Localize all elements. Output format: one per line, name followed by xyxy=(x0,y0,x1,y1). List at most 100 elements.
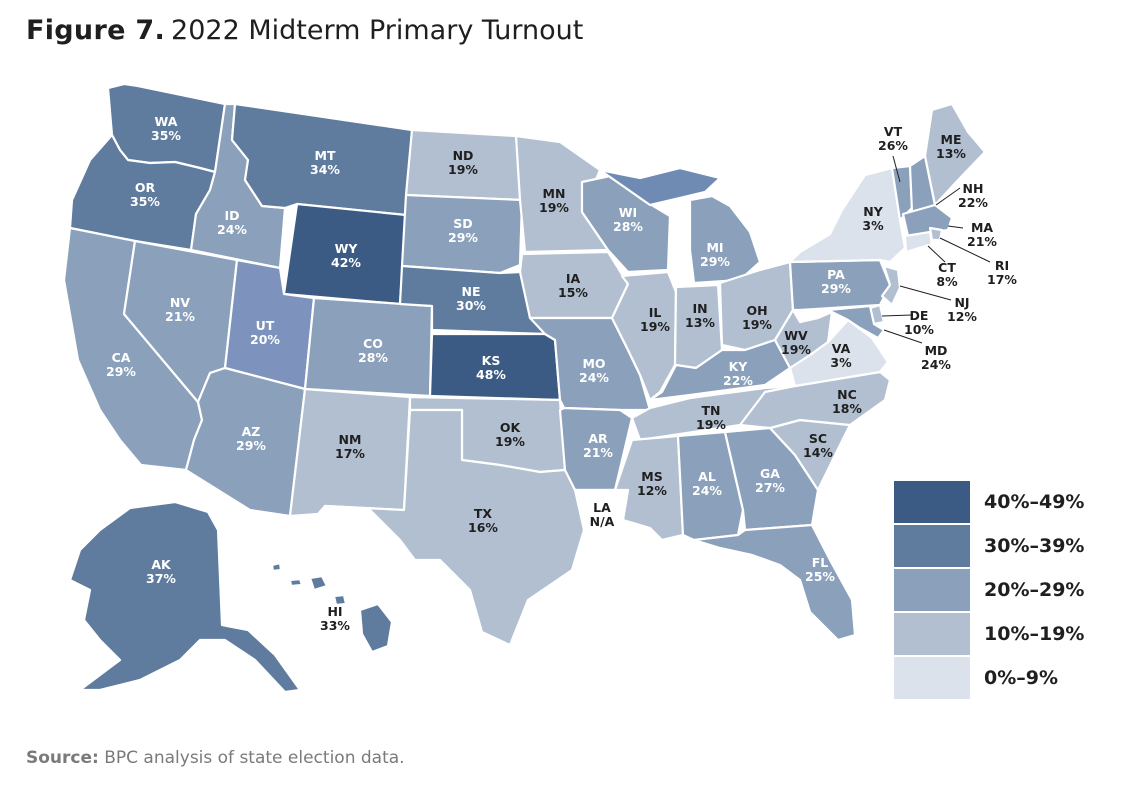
state-value-wy: 42% xyxy=(331,255,361,270)
state-value-nd: 19% xyxy=(448,162,478,177)
state-label-co: CO xyxy=(363,336,383,351)
state-label-ks: KS xyxy=(482,353,501,368)
legend-swatch xyxy=(894,568,970,611)
state-label-fl: FL xyxy=(812,555,829,570)
state-label-ny: NY xyxy=(863,204,883,219)
state-label-nj: NJ xyxy=(954,295,969,310)
state-label-tn: TN xyxy=(702,403,721,418)
leader-line xyxy=(899,285,952,301)
state-value-wa: 35% xyxy=(151,128,181,143)
leader-line xyxy=(883,329,923,344)
state-label-ma: MA xyxy=(971,220,993,235)
state-value-la: N/A xyxy=(590,514,615,529)
state-label-va: VA xyxy=(832,341,851,356)
legend-label: 30%–39% xyxy=(984,534,1085,557)
state-value-mi: 29% xyxy=(700,254,730,269)
state-label-vt: VT xyxy=(884,124,903,139)
state-value-or: 35% xyxy=(130,194,160,209)
us-map: WA35%OR35%CA29%ID24%NV21%MT34%WY42%UT20%… xyxy=(62,82,1017,694)
state-value-ca: 29% xyxy=(106,364,136,379)
legend-item-30-39: 30%–39% xyxy=(894,524,1084,567)
state-mi-upper xyxy=(598,166,722,207)
state-value-ks: 48% xyxy=(476,367,506,382)
state-value-me: 13% xyxy=(936,146,966,161)
state-label-mn: MN xyxy=(543,186,566,201)
state-label-wy: WY xyxy=(335,241,359,256)
state-nj xyxy=(880,264,902,307)
legend-item-0-9: 0%–9% xyxy=(894,656,1084,699)
state-value-ok: 19% xyxy=(495,434,525,449)
state-value-nv: 21% xyxy=(165,309,195,324)
state-value-vt: 26% xyxy=(878,138,908,153)
state-label-sd: SD xyxy=(453,216,472,231)
state-label-wa: WA xyxy=(155,114,178,129)
state-value-ct: 8% xyxy=(936,274,958,289)
state-value-ms: 12% xyxy=(637,483,667,498)
state-value-ak: 37% xyxy=(146,571,176,586)
leader-line xyxy=(927,245,946,263)
state-hi xyxy=(270,561,394,654)
state-labels: WA35%OR35%CA29%ID24%NV21%MT34%WY42%UT20%… xyxy=(106,114,1017,633)
state-value-al: 24% xyxy=(692,483,722,498)
state-label-id: ID xyxy=(224,208,239,223)
legend-label: 10%–19% xyxy=(984,622,1085,645)
legend-item-20-29: 20%–29% xyxy=(894,568,1084,611)
state-label-ak: AK xyxy=(151,557,172,572)
state-me xyxy=(923,102,987,207)
state-value-ga: 27% xyxy=(755,480,785,495)
state-label-nc: NC xyxy=(837,387,857,402)
source-text: BPC analysis of state election data. xyxy=(104,748,405,768)
state-value-de: 10% xyxy=(904,322,934,337)
legend-item-10-19: 10%–19% xyxy=(894,612,1084,655)
leader-line xyxy=(947,225,964,229)
state-label-az: AZ xyxy=(242,424,261,439)
leader-line xyxy=(881,314,913,317)
figure-title: Figure 7. 2022 Midterm Primary Turnout xyxy=(26,12,583,50)
state-label-wi: WI xyxy=(619,205,637,220)
state-ak xyxy=(68,500,302,694)
source-label: Source: xyxy=(26,748,99,768)
figure-heading: 2022 Midterm Primary Turnout xyxy=(171,15,584,46)
state-value-mo: 24% xyxy=(579,370,609,385)
state-value-md: 24% xyxy=(921,357,951,372)
state-value-ne: 30% xyxy=(456,298,486,313)
state-label-mi: MI xyxy=(706,240,723,255)
state-value-hi: 33% xyxy=(320,618,350,633)
state-value-ut: 20% xyxy=(250,332,280,347)
legend-swatch xyxy=(894,480,970,523)
state-label-mt: MT xyxy=(315,148,336,163)
state-value-co: 28% xyxy=(358,350,388,365)
state-label-il: IL xyxy=(649,305,662,320)
state-label-al: AL xyxy=(698,469,716,484)
state-label-ct: CT xyxy=(938,260,956,275)
state-label-pa: PA xyxy=(827,267,845,282)
state-label-ms: MS xyxy=(641,469,662,484)
state-value-wi: 28% xyxy=(613,219,643,234)
state-label-ne: NE xyxy=(461,284,480,299)
state-mi xyxy=(688,194,762,285)
state-value-ma: 21% xyxy=(967,234,997,249)
state-label-ok: OK xyxy=(500,420,522,435)
state-value-ny: 3% xyxy=(862,218,884,233)
legend-item-40-49: 40%–49% xyxy=(894,480,1084,523)
state-label-nm: NM xyxy=(339,432,362,447)
state-label-ut: UT xyxy=(256,318,275,333)
leader-line xyxy=(892,155,901,183)
state-sd xyxy=(400,193,524,275)
state-value-nc: 18% xyxy=(832,401,862,416)
state-value-nj: 12% xyxy=(947,309,977,324)
state-value-tx: 16% xyxy=(468,520,498,535)
state-ky xyxy=(648,338,792,402)
state-label-or: OR xyxy=(135,180,156,195)
state-value-nm: 17% xyxy=(335,446,365,461)
state-value-pa: 29% xyxy=(821,281,851,296)
legend-label: 0%–9% xyxy=(984,666,1059,689)
leader-line xyxy=(939,237,991,263)
state-value-wv: 19% xyxy=(781,342,811,357)
legend-swatch xyxy=(894,656,970,699)
state-label-nv: NV xyxy=(170,295,190,310)
state-label-nd: ND xyxy=(453,148,474,163)
state-ny xyxy=(788,166,907,264)
state-label-hi: HI xyxy=(327,604,342,619)
state-value-il: 19% xyxy=(640,319,670,334)
